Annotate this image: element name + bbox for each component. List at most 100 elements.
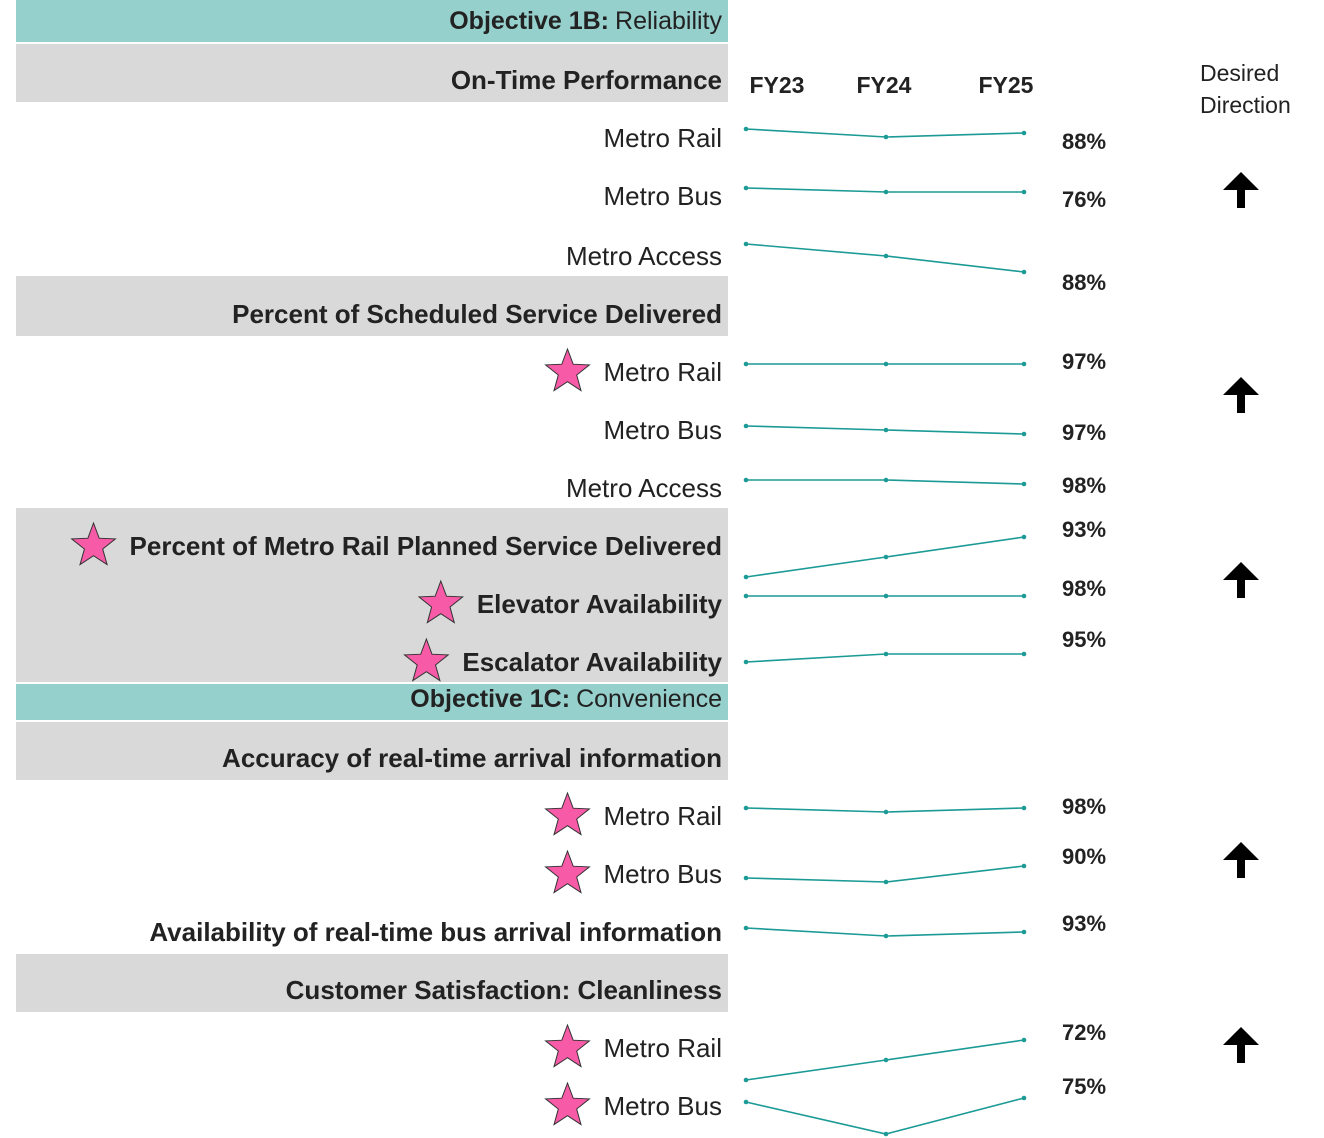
fy25-value: 93% xyxy=(1062,517,1106,542)
item-label: Metro Bus xyxy=(604,415,723,445)
objective-band xyxy=(16,684,728,720)
star xyxy=(417,579,465,624)
sparkline-point xyxy=(1021,1037,1027,1043)
item-label: Metro Bus xyxy=(604,181,723,211)
group-band xyxy=(16,722,728,780)
sparkline-point xyxy=(743,241,749,247)
sparkline-point xyxy=(1021,130,1027,136)
sparkline-point xyxy=(883,1131,889,1137)
objective-band xyxy=(16,0,728,42)
sparkline-point xyxy=(743,477,749,483)
sparkline-point xyxy=(1021,534,1027,540)
sparkline-point xyxy=(743,574,749,580)
sparkline-point xyxy=(1021,361,1027,367)
sparkline-point xyxy=(883,1057,889,1063)
star xyxy=(544,347,591,392)
item-label: Metro Bus xyxy=(604,859,723,889)
sparkline-point xyxy=(883,651,889,657)
fy25-value: 98% xyxy=(1062,473,1106,498)
direction-arrow xyxy=(1223,1027,1259,1063)
group-label: Customer Satisfaction: Cleanliness xyxy=(286,975,722,1005)
objective-name: Reliability xyxy=(615,7,722,35)
group-band xyxy=(16,508,728,682)
sparkline-point xyxy=(883,554,889,560)
metric-label: Escalator Availability xyxy=(462,647,722,677)
direction-arrow xyxy=(1223,842,1259,878)
fy25-value: 98% xyxy=(1062,576,1106,601)
group-label: Percent of Scheduled Service Delivered xyxy=(232,299,722,329)
fy25-value: 88% xyxy=(1062,129,1106,154)
group-label: On-Time Performance xyxy=(451,65,722,95)
sparkline-point xyxy=(1021,431,1027,437)
star xyxy=(544,1081,591,1126)
sparkline-point xyxy=(883,477,889,483)
group-band xyxy=(16,276,728,336)
item-label: Metro Bus xyxy=(604,1091,723,1121)
sparkline-point xyxy=(883,593,889,599)
sparkline-point xyxy=(883,809,889,815)
fy25-value: 95% xyxy=(1062,627,1106,652)
item-label: Metro Rail xyxy=(604,123,722,153)
sparkline-point xyxy=(743,361,749,367)
sparkline-point xyxy=(743,875,749,881)
objective-label: Objective 1C: Convenience xyxy=(410,685,722,713)
column-header: FY25 xyxy=(979,72,1034,98)
sparkline-point xyxy=(883,427,889,433)
sparkline-point xyxy=(883,189,889,195)
direction-arrow xyxy=(1223,172,1259,208)
fy25-value: 98% xyxy=(1062,794,1106,819)
sparkline-point xyxy=(1021,481,1027,487)
direction-arrow xyxy=(1223,377,1259,413)
item-label: Metro Rail xyxy=(604,1033,722,1063)
fy25-value: 72% xyxy=(1062,1020,1106,1045)
sparkline-point xyxy=(1021,189,1027,195)
metric-label: Elevator Availability xyxy=(477,589,723,619)
column-header: FY23 xyxy=(750,72,805,98)
star xyxy=(544,1023,591,1068)
fy25-value: 97% xyxy=(1062,420,1106,445)
objective-code: Objective 1B: xyxy=(449,7,609,35)
sparkline-point xyxy=(883,879,889,885)
group-band xyxy=(16,954,728,1012)
objective-label: Objective 1B: Reliability xyxy=(449,7,722,35)
sparkline-point xyxy=(1021,805,1027,811)
fy25-value: 93% xyxy=(1062,911,1106,936)
sparkline xyxy=(745,1097,1025,1135)
fy25-value: 75% xyxy=(1062,1074,1106,1099)
direction-header: Direction xyxy=(1200,92,1291,118)
item-label: Metro Rail xyxy=(604,357,722,387)
star xyxy=(544,849,591,894)
sparkline-point xyxy=(883,134,889,140)
sparkline-point xyxy=(1021,863,1027,869)
objective-name: Convenience xyxy=(576,685,722,713)
star xyxy=(70,521,117,566)
sparkline-point xyxy=(883,253,889,259)
sparkline-point xyxy=(743,185,749,191)
sparkline-point xyxy=(1021,593,1027,599)
item-label: Metro Access xyxy=(566,241,722,271)
sparkline-point xyxy=(743,659,749,665)
metric-label: Percent of Metro Rail Planned Service De… xyxy=(130,531,722,561)
item-label: Metro Access xyxy=(566,473,722,503)
sparkline-point xyxy=(1021,929,1027,935)
fy25-value: 88% xyxy=(1062,270,1106,295)
sparkline-point xyxy=(883,933,889,939)
sparkline-point xyxy=(1021,269,1027,275)
fy25-value: 97% xyxy=(1062,349,1106,374)
sparkline-point xyxy=(1021,651,1027,657)
group-band xyxy=(16,44,728,102)
metric-label: Availability of real-time bus arrival in… xyxy=(149,917,722,947)
sparkline-point xyxy=(743,805,749,811)
sparkline-point xyxy=(743,925,749,931)
sparkline-point xyxy=(883,361,889,367)
column-header: FY24 xyxy=(857,72,912,98)
sparkline-point xyxy=(743,126,749,132)
item-label: Metro Rail xyxy=(604,801,722,831)
star xyxy=(544,791,591,836)
sparkline-point xyxy=(743,593,749,599)
star xyxy=(403,637,450,682)
group-label: Accuracy of real-time arrival informatio… xyxy=(222,743,722,773)
direction-header: Desired xyxy=(1200,60,1279,86)
sparkline-point xyxy=(1021,1095,1027,1101)
